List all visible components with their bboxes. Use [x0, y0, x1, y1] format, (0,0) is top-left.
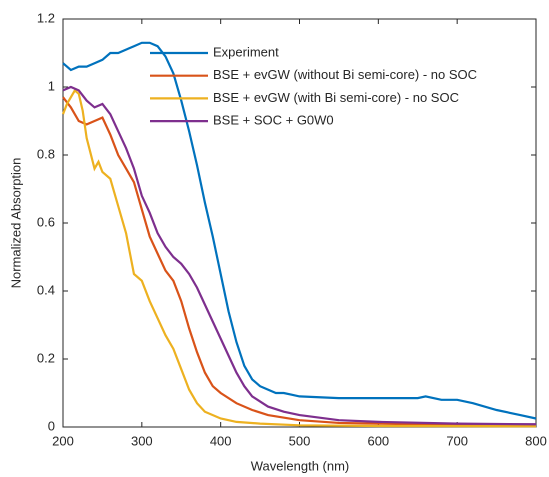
- y-tick-label: 0.2: [37, 350, 55, 365]
- x-tick-label: 200: [52, 433, 74, 448]
- x-tick-label: 500: [289, 433, 311, 448]
- y-tick-label: 1: [48, 78, 55, 93]
- x-tick-label: 700: [446, 433, 468, 448]
- legend-label: BSE + evGW (without Bi semi-core) - no S…: [213, 67, 477, 82]
- legend-label: BSE + evGW (with Bi semi-core) - no SOC: [213, 90, 459, 105]
- legend-label: BSE + SOC + G0W0: [213, 113, 334, 128]
- x-tick-label: 400: [210, 433, 232, 448]
- data-line: [62, 96, 537, 427]
- y-axis-label: Normalized Absorption: [8, 158, 23, 289]
- x-tick-label: 600: [367, 433, 389, 448]
- y-tick-label: 0: [48, 418, 55, 433]
- data-line: [62, 41, 537, 420]
- y-tick-label: 1.2: [37, 10, 55, 25]
- legend-label: Experiment: [213, 44, 279, 59]
- x-axis-label: Wavelength (nm): [251, 458, 350, 473]
- y-tick-label: 0.6: [37, 214, 55, 229]
- y-tick-label: 0.4: [37, 282, 55, 297]
- y-tick-label: 0.8: [37, 146, 55, 161]
- x-tick-label: 800: [525, 433, 547, 448]
- data-line: [62, 85, 537, 426]
- x-tick-label: 300: [131, 433, 153, 448]
- data-line: [61, 88, 537, 428]
